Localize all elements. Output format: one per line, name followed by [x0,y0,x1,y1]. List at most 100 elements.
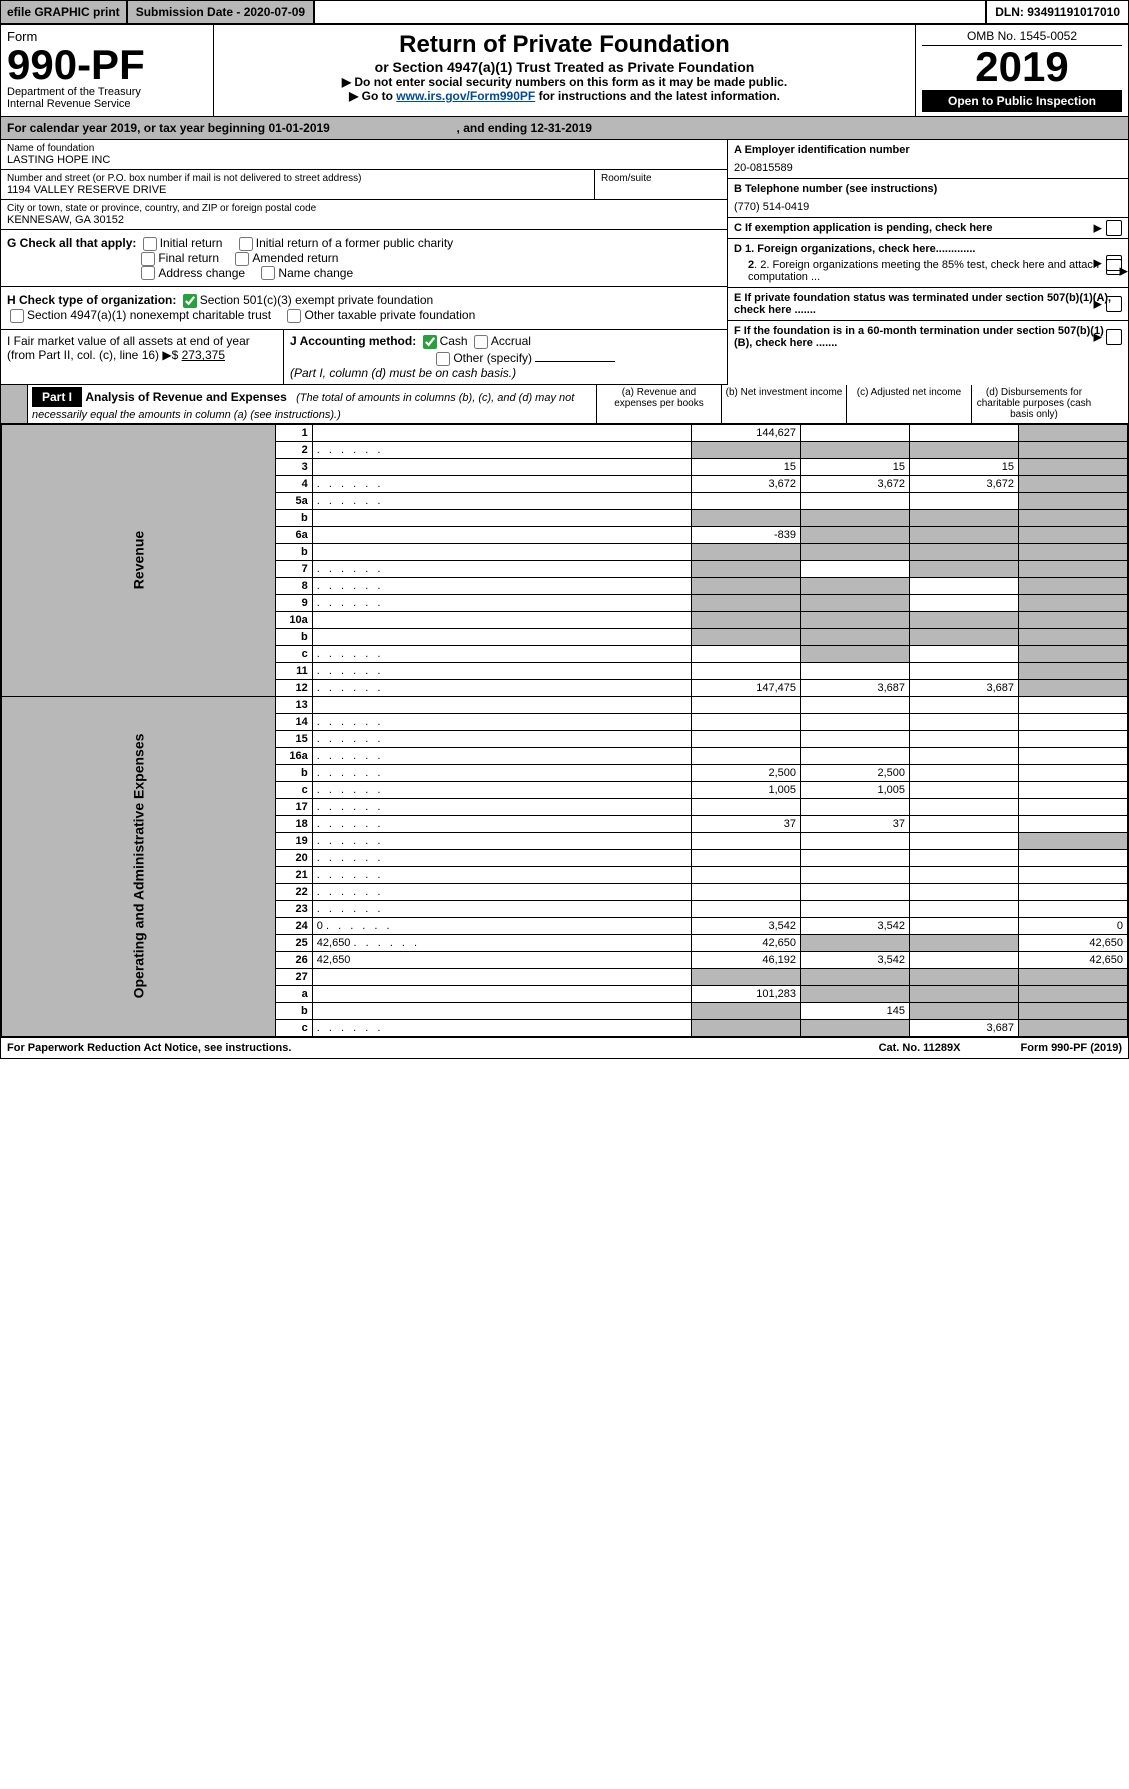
value-cell [1019,1019,1128,1036]
value-cell: 145 [801,1002,910,1019]
value-cell [692,713,801,730]
check-other-method[interactable]: Other (specify) [433,351,532,365]
submission-date: Submission Date - 2020-07-09 [128,1,315,23]
value-cell [801,492,910,509]
check-d2[interactable] [1106,259,1122,275]
line-description [312,424,691,441]
check-f[interactable] [1106,329,1122,345]
line-number: c [275,781,312,798]
line-number: 7 [275,560,312,577]
value-cell [910,866,1019,883]
col-b-header: (b) Net investment income [722,385,847,423]
check-amended-return[interactable]: Amended return [232,251,338,265]
check-e[interactable] [1106,296,1122,312]
value-cell [1019,492,1128,509]
line-number: 22 [275,883,312,900]
line-description: . . . . . . [312,866,691,883]
value-cell [801,560,910,577]
value-cell [1019,849,1128,866]
fmv-assets: 273,375 [182,348,225,362]
value-cell [801,713,910,730]
value-cell [692,849,801,866]
value-cell [910,934,1019,951]
value-cell [1019,798,1128,815]
check-name-change[interactable]: Name change [258,266,353,280]
line-description: . . . . . . [312,475,691,492]
value-cell: 46,192 [692,951,801,968]
value-cell [1019,747,1128,764]
department: Department of the Treasury [7,86,207,98]
check-initial-return[interactable]: Initial return [140,236,223,250]
value-cell [910,815,1019,832]
value-cell: 147,475 [692,679,801,696]
value-cell: 15 [801,458,910,475]
check-address-change[interactable]: Address change [138,266,245,280]
value-cell [1019,900,1128,917]
arrow-icon: ▶ [1094,222,1102,235]
form-title: Return of Private Foundation [222,31,907,59]
value-cell [910,917,1019,934]
line-number: 18 [275,815,312,832]
value-cell [801,645,910,662]
value-cell [801,883,910,900]
line-description [312,543,691,560]
check-accrual[interactable]: Accrual [471,334,531,348]
line-number: 2 [275,441,312,458]
line-description [312,611,691,628]
check-501c3[interactable]: Section 501(c)(3) exempt private foundat… [180,293,433,307]
line-number: 1 [275,424,312,441]
line-description [312,968,691,985]
value-cell [910,900,1019,917]
address-cell: Number and street (or P.O. box number if… [1,170,595,200]
value-cell [1019,441,1128,458]
check-other-taxable[interactable]: Other taxable private foundation [284,308,475,322]
topbar: efile GRAPHIC print Submission Date - 20… [1,1,1128,25]
line-number: 5a [275,492,312,509]
check-initial-return-former[interactable]: Initial return of a former public charit… [236,236,453,250]
line-number: 11 [275,662,312,679]
value-cell: 37 [801,815,910,832]
line-number: 23 [275,900,312,917]
line-description: . . . . . . [312,1019,691,1036]
check-final-return[interactable]: Final return [138,251,219,265]
part-i-header: Part I Analysis of Revenue and Expenses … [1,385,1128,424]
value-cell [801,866,910,883]
line-number: b [275,1002,312,1019]
value-cell [910,781,1019,798]
form990pf-link[interactable]: www.irs.gov/Form990PF [396,89,535,103]
line-number: 10a [275,611,312,628]
value-cell: 3,672 [801,475,910,492]
line-description: . . . . . . [312,492,691,509]
value-cell [1019,645,1128,662]
value-cell [801,594,910,611]
phone-cell: B Telephone number (see instructions) (7… [728,179,1128,218]
value-cell [910,492,1019,509]
value-cell [910,832,1019,849]
line-number: 8 [275,577,312,594]
side-label: Revenue [2,424,276,696]
value-cell [1019,679,1128,696]
line-number: 3 [275,458,312,475]
value-cell [692,594,801,611]
check-c[interactable] [1106,220,1122,236]
foundation-name-cell: Name of foundation LASTING HOPE INC [1,140,727,170]
value-cell [692,611,801,628]
value-cell [910,526,1019,543]
value-cell [692,832,801,849]
line-description: 42,650 . . . . . . [312,934,691,951]
efile-print-button[interactable]: efile GRAPHIC print [1,1,128,23]
value-cell [1019,509,1128,526]
line-description: . . . . . . [312,832,691,849]
table-row: Revenue1144,627 [2,424,1128,441]
value-cell [801,611,910,628]
value-cell [1019,577,1128,594]
col-d-header: (d) Disbursements for charitable purpose… [972,385,1096,423]
check-cash[interactable]: Cash [420,334,468,348]
col-a-header: (a) Revenue and expenses per books [597,385,722,423]
line-number: 16a [275,747,312,764]
value-cell [801,968,910,985]
value-cell [910,1002,1019,1019]
check-4947a1[interactable]: Section 4947(a)(1) nonexempt charitable … [7,308,271,322]
section-f: F If the foundation is in a 60-month ter… [728,321,1128,353]
value-cell [910,849,1019,866]
